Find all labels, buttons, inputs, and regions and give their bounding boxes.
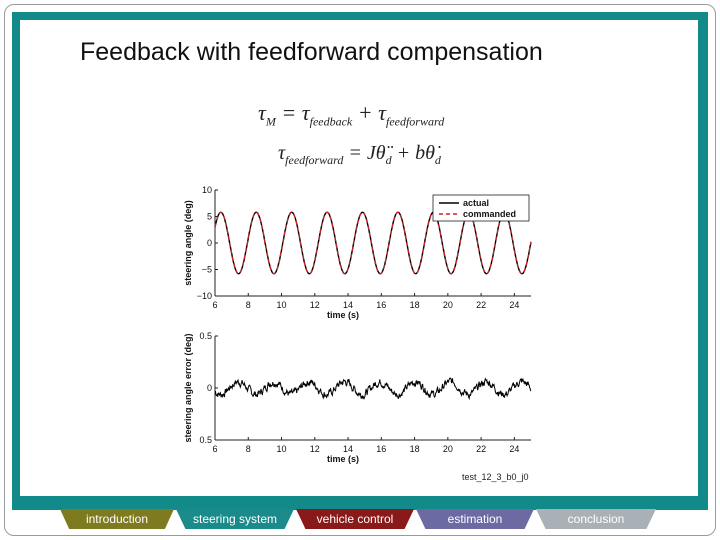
nav-tab-introduction[interactable]: introduction: [60, 509, 174, 529]
series-line-commanded: [214, 211, 532, 275]
x-axis-label: time (s): [327, 310, 359, 320]
x-tick-label: 20: [443, 300, 453, 310]
equation-feedforward: τfeedforward = Jθ̈d + bθ̇d: [278, 142, 441, 167]
series-line-actual: [214, 211, 532, 275]
y-axis-label: steering angle (deg): [183, 200, 193, 286]
x-tick-label: 16: [376, 444, 386, 454]
slide-title: Feedback with feedforward compensation: [80, 38, 543, 66]
legend-label-actual: actual: [463, 198, 489, 208]
x-tick-label: 6: [212, 300, 217, 310]
y-axis-label: steering angle error (deg): [183, 333, 193, 442]
x-axis-label: time (s): [327, 454, 359, 464]
x-tick-label: 24: [509, 300, 519, 310]
y-tick-label: 5: [207, 212, 212, 222]
steering-angle-chart: 6 8 10 12 14 16 18 20 22 24 10 5 0 −5 −10 time (s) steer…: [183, 185, 532, 320]
x-tick-label: 10: [277, 300, 287, 310]
x-tick-label: 8: [246, 300, 251, 310]
legend-label-commanded: commanded: [463, 209, 516, 219]
x-tick-label: 8: [246, 444, 251, 454]
plot-caption: test_12_3_b0_j0: [462, 472, 529, 482]
x-tick-label: 22: [476, 444, 486, 454]
y-tick-label: 10: [202, 185, 212, 195]
y-tick-label: 0.5: [199, 331, 212, 341]
nav-tab-conclusion[interactable]: conclusion: [536, 509, 656, 529]
x-tick-label: 14: [343, 300, 353, 310]
slide-content: [20, 20, 698, 496]
x-tick-label: 16: [376, 300, 386, 310]
y-tick-label: 0.5: [199, 435, 212, 445]
x-tick-label: 20: [443, 444, 453, 454]
x-tick-label: 6: [212, 444, 217, 454]
x-tick-label: 24: [509, 444, 519, 454]
y-tick-label: −10: [197, 291, 212, 301]
y-tick-label: 0: [207, 383, 212, 393]
x-tick-label: 12: [310, 444, 320, 454]
y-tick-label: 0: [207, 238, 212, 248]
x-tick-label: 12: [310, 300, 320, 310]
x-tick-label: 10: [277, 444, 287, 454]
steering-error-chart: 6 8 10 12 14 16 18 20 22 24 0.5 0 0.5 time (s) steerin…: [183, 331, 532, 464]
nav-tab-vehicle-control[interactable]: vehicle control: [296, 509, 414, 529]
equation-torque: τM = τfeedback + τfeedforward: [258, 100, 445, 129]
nav-tab-estimation[interactable]: estimation: [416, 509, 534, 529]
x-tick-label: 14: [343, 444, 353, 454]
x-tick-label: 22: [476, 300, 486, 310]
x-tick-label: 18: [410, 444, 420, 454]
nav-tab-steering-system[interactable]: steering system: [176, 509, 294, 529]
y-tick-label: −5: [202, 265, 212, 275]
legend-box: [432, 194, 530, 222]
series-line-error: [215, 377, 532, 401]
x-tick-label: 18: [410, 300, 420, 310]
